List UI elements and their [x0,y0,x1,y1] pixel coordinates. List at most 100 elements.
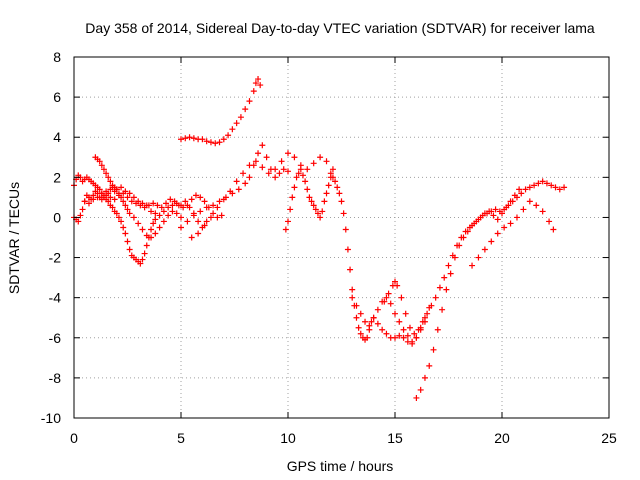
data-point [160,208,167,215]
y-tick-label: -8 [49,370,62,386]
data-point [216,139,223,146]
data-point [445,262,452,269]
data-point [323,158,330,165]
data-point [392,278,398,285]
data-point [278,158,285,165]
data-point [203,138,210,145]
data-point [197,194,204,201]
data-point [252,158,259,165]
data-point [552,184,559,191]
data-point [126,190,133,197]
data-point [362,318,369,325]
data-point [192,192,199,199]
data-point [370,314,377,321]
data-point [546,218,553,225]
data-point [137,260,144,267]
data-point [263,154,270,161]
data-point [285,150,291,157]
data-point [486,208,493,215]
x-tick-label: 20 [494,430,510,446]
data-point [156,224,163,231]
data-point [96,186,103,193]
data-point [141,204,148,211]
data-point [533,202,540,209]
data-point [364,334,371,341]
y-tick-label: 6 [53,89,61,105]
data-point [242,106,249,113]
data-point [368,318,375,325]
data-point [411,330,418,337]
data-point [246,98,253,105]
data-point [280,166,287,173]
data-point [235,186,242,193]
data-point [306,194,313,201]
data-point [148,234,155,241]
data-point [297,166,304,173]
data-point [490,212,497,219]
series-arc-13 [469,198,557,269]
series-arc-9 [327,170,433,347]
data-point [272,174,279,181]
data-point [314,210,321,217]
data-point [353,302,360,309]
series-arc-8 [282,166,334,233]
data-point [81,198,88,205]
data-point [447,270,454,277]
data-point [169,202,176,209]
data-point [122,202,129,209]
data-point [507,198,514,205]
data-point [152,210,159,217]
data-point [229,126,236,133]
data-point [334,184,341,191]
data-point [178,224,184,231]
x-tick-label: 15 [387,430,403,446]
data-point [561,184,568,191]
data-point [98,162,105,169]
data-point [291,184,298,191]
data-point [252,80,259,87]
data-point [299,172,306,179]
data-point [135,220,142,227]
data-point [145,202,152,209]
data-point [143,232,150,239]
data-point [115,192,122,199]
data-point [240,170,247,177]
data-point [308,198,315,205]
data-point [178,214,184,221]
data-point [128,198,135,205]
data-point [259,164,266,171]
point-layer [71,76,568,401]
series-arc-3 [92,154,184,241]
data-point [526,184,533,191]
data-point [199,136,206,143]
data-point [396,318,403,325]
data-point [327,170,334,177]
data-point [511,192,518,199]
data-point [255,150,262,157]
data-point [272,166,279,173]
data-point [481,210,488,217]
data-point [156,212,163,219]
data-point [246,174,253,181]
y-tick-label: 0 [53,209,61,225]
data-point [257,82,264,89]
data-point [150,200,157,207]
data-point [197,208,204,215]
x-tick-label: 10 [280,430,296,446]
data-point [310,160,317,167]
data-point [383,294,390,301]
data-point [302,178,309,185]
series-arc-7 [188,150,336,241]
data-point [526,198,533,205]
data-point [122,230,129,237]
data-point [312,206,319,213]
data-point [494,216,501,223]
data-point [246,162,253,169]
y-tick-label: -4 [49,290,62,306]
data-point [398,294,405,301]
data-point [347,266,354,273]
data-point [340,210,347,217]
data-point [501,224,508,231]
data-point [188,234,195,241]
